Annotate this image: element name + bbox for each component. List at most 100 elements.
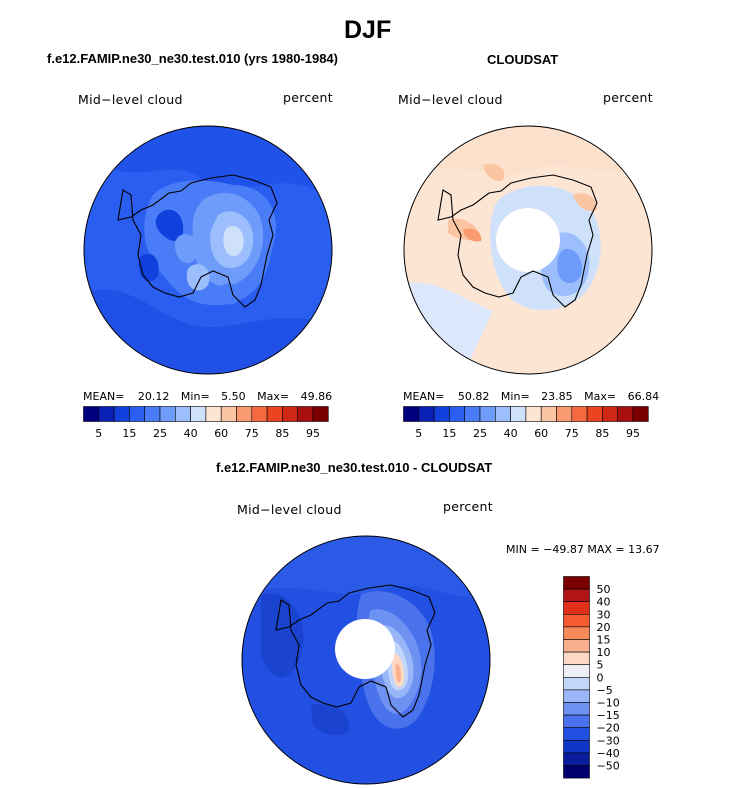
- diff-minmax-label: MIN = −49.87 MAX = 13.67: [506, 543, 660, 556]
- diff-colorbar-tick-label: −10: [597, 697, 620, 710]
- diff-polar-map: [241, 535, 491, 785]
- diff-colorbar-swatch: [563, 639, 590, 653]
- model-colorbar-tick-label: 95: [306, 427, 320, 440]
- obs-colorbar: 5 15 25 40 60 75 85 95: [403, 406, 649, 440]
- model-polar-map: [83, 125, 333, 375]
- model-min-label: Min=: [180, 390, 210, 403]
- obs-mean-value: 50.82: [457, 390, 490, 403]
- diff-colorbar-tick-label: −20: [597, 722, 620, 735]
- diff-colorbar-swatch: [563, 576, 590, 590]
- model-colorbar-swatch: [251, 406, 268, 422]
- diff-colorbar-tick-label: 50: [597, 583, 611, 596]
- obs-colorbar-swatch: [464, 406, 481, 422]
- obs-colorbar-swatch: [540, 406, 557, 422]
- obs-polar-map: [403, 125, 653, 375]
- model-colorbar-swatch: [297, 406, 314, 422]
- model-colorbar-tick-label: 85: [275, 427, 289, 440]
- diff-colorbar-tick-label: 15: [597, 634, 611, 647]
- diff-colorbar-swatch: [563, 714, 590, 729]
- obs-min-value: 23.85: [541, 390, 573, 403]
- model-colorbar-swatch: [282, 406, 298, 422]
- obs-panel-title: CLOUDSAT: [487, 52, 559, 67]
- obs-colorbar-swatch: [479, 406, 496, 422]
- season-title: DJF: [344, 16, 392, 44]
- model-colorbar-swatch: [205, 406, 222, 422]
- obs-colorbar-tick-label: 5: [415, 427, 422, 440]
- obs-colorbar-tick-label: 25: [473, 427, 487, 440]
- diff-panel-title: f.e12.FAMIP.ne30_ne30.test.010 - CLOUDSA…: [216, 460, 493, 475]
- diff-colorbar-tick-label: −15: [597, 709, 620, 722]
- model-colorbar-tick-label: 40: [184, 427, 198, 440]
- model-units-label: percent: [283, 90, 333, 105]
- obs-colorbar-tick-label: 40: [504, 427, 518, 440]
- diff-colorbar-tick-label: 20: [597, 621, 611, 634]
- model-colorbar-swatch: [98, 406, 115, 422]
- model-max-value: 49.86: [300, 390, 333, 403]
- model-max-label: Max=: [257, 390, 290, 403]
- obs-colorbar-swatch: [556, 406, 573, 422]
- model-mean-label: MEAN=: [83, 390, 125, 403]
- model-colorbar-swatch: [83, 406, 100, 422]
- obs-max-label: Max=: [584, 390, 617, 403]
- diff-colorbar-tick-label: 5: [597, 659, 604, 672]
- model-colorbar-tick-label: 25: [153, 427, 167, 440]
- model-mean-value: 20.12: [137, 390, 170, 403]
- model-colorbar-swatch: [129, 406, 146, 422]
- obs-colorbar-swatch: [617, 406, 634, 422]
- obs-colorbar-tick-label: 60: [534, 427, 548, 440]
- model-colorbar-swatch: [159, 406, 176, 422]
- obs-colorbar-swatch: [602, 406, 618, 422]
- model-stats: MEAN= 20.12 Min= 5.50 Max= 49.86: [83, 390, 332, 403]
- model-min-value: 5.50: [221, 390, 246, 403]
- diff-colorbar-tick-label: −50: [597, 760, 620, 773]
- diff-units-label: percent: [443, 499, 493, 514]
- diff-colorbar-tick-label: −5: [597, 684, 613, 697]
- model-panel-title: f.e12.FAMIP.ne30_ne30.test.010 (yrs 1980…: [47, 51, 338, 66]
- diff-colorbar-swatch: [563, 677, 590, 691]
- model-colorbar-swatch: [220, 406, 237, 422]
- obs-colorbar-swatch: [418, 406, 435, 422]
- obs-colorbar-swatch: [586, 406, 603, 422]
- diff-colorbar-swatch: [563, 613, 590, 628]
- obs-max-value: 66.84: [627, 390, 660, 403]
- obs-colorbar-tick-label: 95: [626, 427, 640, 440]
- model-colorbar-swatch: [144, 406, 161, 422]
- obs-colorbar-swatch: [403, 406, 420, 422]
- diff-colorbar-swatch: [563, 740, 590, 754]
- obs-colorbar-swatch: [510, 406, 527, 422]
- diff-colorbar-swatch: [563, 689, 590, 703]
- diff-colorbar-tick-label: −30: [597, 734, 620, 747]
- diff-variable-label: Mid−level cloud: [237, 502, 342, 517]
- obs-colorbar-tick-label: 85: [595, 427, 609, 440]
- diff-colorbar-swatch: [563, 588, 590, 603]
- model-colorbar-swatch: [113, 406, 130, 422]
- diff-colorbar-tick-label: 10: [597, 646, 611, 659]
- diff-colorbar-swatch: [563, 651, 590, 665]
- obs-colorbar-tick-label: 15: [442, 427, 456, 440]
- diff-colorbar-swatch: [563, 601, 590, 615]
- obs-colorbar-swatch: [525, 406, 542, 422]
- diff-colorbar-swatch: [563, 702, 590, 716]
- model-colorbar-swatch: [312, 406, 329, 422]
- obs-stats: MEAN= 50.82 Min= 23.85 Max= 66.84: [403, 390, 659, 403]
- model-colorbar-tick-label: 60: [214, 427, 228, 440]
- obs-min-label: Min=: [500, 390, 530, 403]
- obs-colorbar-swatch: [495, 406, 511, 422]
- diff-colorbar-tick-label: 0: [597, 671, 604, 684]
- diff-colorbar-swatch: [563, 752, 590, 766]
- model-colorbar-swatch: [236, 406, 253, 422]
- diff-colorbar-tick-label: 40: [597, 596, 611, 609]
- model-colorbar: 5 15 25 40 60 75 85 95: [83, 406, 329, 440]
- model-colorbar-swatch: [266, 406, 283, 422]
- obs-colorbar-swatch: [449, 406, 466, 422]
- obs-variable-label: Mid−level cloud: [398, 92, 503, 107]
- obs-units-label: percent: [603, 90, 653, 105]
- model-colorbar-swatch: [190, 406, 207, 422]
- diff-colorbar-swatch: [563, 727, 590, 741]
- diff-colorbar-swatch: [563, 765, 590, 779]
- obs-colorbar-swatch: [632, 406, 649, 422]
- diff-colorbar-swatch: [563, 626, 590, 640]
- model-variable-label: Mid−level cloud: [78, 92, 183, 107]
- obs-mean-label: MEAN=: [403, 390, 445, 403]
